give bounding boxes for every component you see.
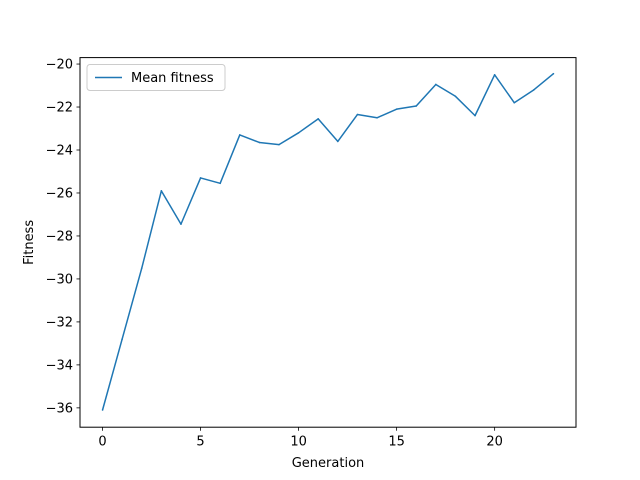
data-point <box>219 182 221 185</box>
x-tick-label: 5 <box>196 435 204 450</box>
data-point <box>337 140 339 143</box>
data-point <box>474 114 476 117</box>
data-point <box>533 89 535 91</box>
data-point <box>297 132 300 134</box>
y-tick-label: −20 <box>46 58 73 73</box>
data-point <box>238 134 241 136</box>
data-point <box>454 95 457 98</box>
data-point <box>258 141 261 144</box>
x-axis-label: Generation <box>292 456 365 471</box>
axes-frame <box>79 57 577 428</box>
y-axis-label: Fitness <box>22 220 37 265</box>
axis-ticks: 0 5 10 15 20 −36 −34 −32 −30 −28 −26 −24 −22 −20 <box>46 58 503 450</box>
y-tick-label: −28 <box>46 229 73 244</box>
data-point <box>395 108 398 110</box>
x-tick-label: 20 <box>486 435 503 450</box>
data-point <box>180 223 182 225</box>
data-point <box>415 105 418 107</box>
data-point <box>317 118 320 120</box>
legend-label: Mean fitness <box>131 71 214 86</box>
y-tick-label: −32 <box>46 315 73 330</box>
plot-area <box>101 72 555 411</box>
x-tick-label: 15 <box>388 435 405 450</box>
data-point <box>101 409 104 411</box>
series-line <box>101 73 554 411</box>
y-tick-label: −26 <box>46 186 73 201</box>
data-point <box>160 190 163 192</box>
x-tick-label: 10 <box>290 435 307 450</box>
y-tick-label: −22 <box>46 101 73 116</box>
data-point <box>493 73 496 76</box>
data-point <box>121 338 123 340</box>
x-tick-label: 0 <box>98 435 106 450</box>
data-point <box>552 72 555 75</box>
y-tick-label: −36 <box>46 401 73 416</box>
data-point <box>356 113 359 116</box>
data-point <box>376 116 378 119</box>
y-tick-label: −24 <box>46 144 73 159</box>
y-tick-label: −34 <box>46 358 73 373</box>
data-point <box>278 143 280 146</box>
data-point <box>435 83 437 86</box>
legend: Mean fitness <box>86 64 226 91</box>
data-point <box>140 267 143 269</box>
legend-box <box>86 64 226 91</box>
data-point <box>199 177 202 179</box>
data-point <box>513 101 516 104</box>
y-tick-label: −30 <box>46 272 73 287</box>
